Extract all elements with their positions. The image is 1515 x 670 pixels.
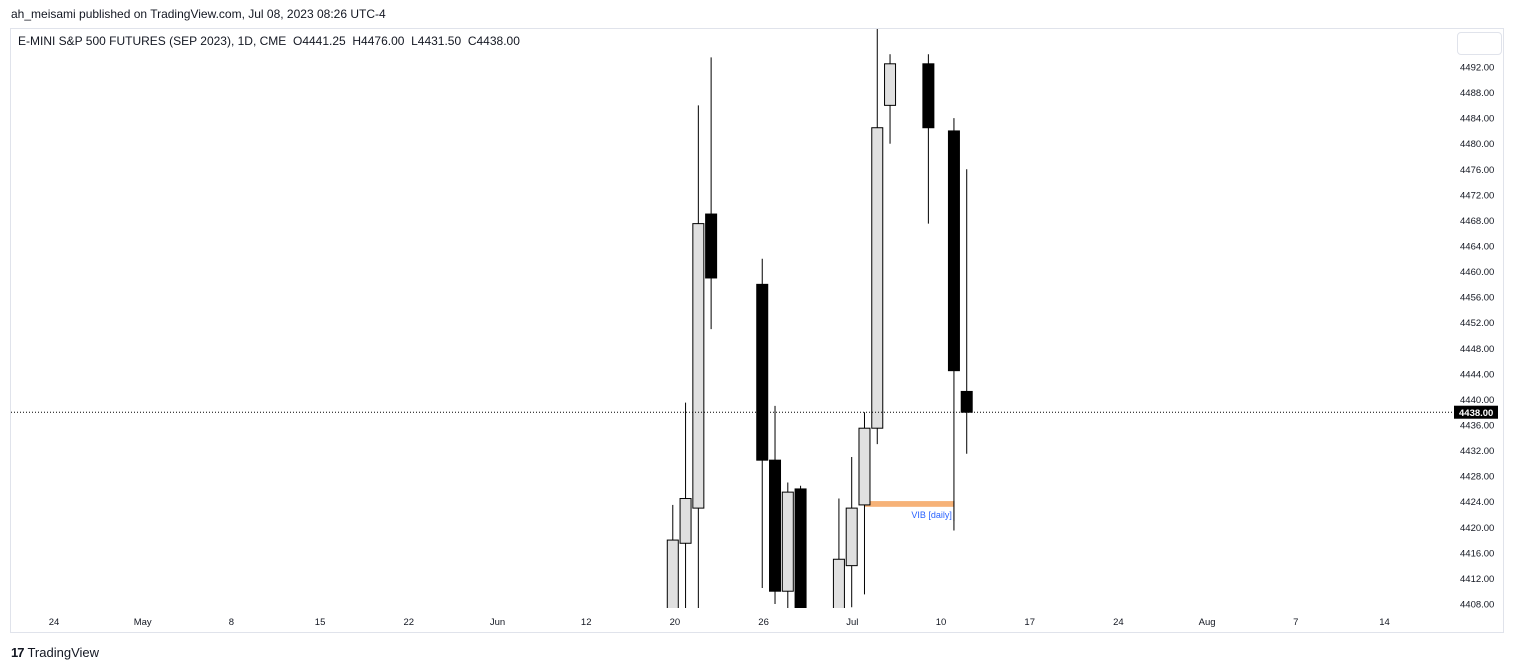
time-tick-label: 10 [936, 617, 947, 628]
last-price-badge [1454, 405, 1498, 419]
time-tick-label: 7 [1293, 617, 1298, 628]
chart-frame [10, 28, 1504, 633]
vib-zone [864, 501, 954, 507]
candle-up [692, 223, 705, 509]
candle-down [960, 390, 973, 413]
price-tick-label: 4472.00 [1460, 190, 1494, 201]
legend-symbol: E-MINI S&P 500 FUTURES (SEP 2023), 1D, C… [18, 34, 287, 48]
legend-open: O4441.25 [292, 34, 346, 48]
time-tick-label: 15 [315, 617, 326, 628]
time-tick-label: 24 [49, 617, 60, 628]
time-tick-label: May [134, 617, 152, 628]
legend-low: L4431.50 [411, 34, 462, 48]
time-tick-label: Aug [1199, 617, 1216, 628]
price-tick-label: 4432.00 [1460, 446, 1494, 457]
brand-name: TradingView [27, 645, 100, 660]
time-tick-label: 26 [758, 617, 769, 628]
time-tick-label: 20 [670, 617, 681, 628]
plot-area: VIB [daily] [11, 29, 1452, 608]
candle-up [884, 63, 897, 106]
candle-up [845, 507, 858, 567]
price-tick-label: 4424.00 [1460, 497, 1494, 508]
candle-down [947, 130, 960, 372]
price-tick-label: 4420.00 [1460, 523, 1494, 534]
candle-up [871, 127, 884, 429]
price-tick-label: 4416.00 [1460, 548, 1494, 559]
candle-down [756, 283, 769, 461]
price-tick-label: 4444.00 [1460, 369, 1494, 380]
price-tick-label: 4412.00 [1460, 574, 1494, 585]
candle-down [769, 459, 782, 592]
candle-down [794, 488, 807, 608]
candle-up [666, 539, 679, 608]
publisher-line: ah_meisami published on TradingView.com,… [11, 7, 386, 21]
price-tick-label: 4436.00 [1460, 421, 1494, 432]
price-tick-label: 4484.00 [1460, 114, 1494, 125]
last-price-label: 4438.00 [1459, 408, 1493, 419]
price-tick-label: 4468.00 [1460, 216, 1494, 227]
price-tick-label: 4464.00 [1460, 242, 1494, 253]
price-tick-label: 4480.00 [1460, 139, 1494, 150]
chart-settings-box[interactable] [1457, 32, 1502, 55]
candle-up [858, 427, 871, 506]
candles-group: VIB [daily] [666, 29, 973, 608]
price-axis[interactable]: 4492.00 4488.00 4484.00 4480.00 4476.00 4472.… [1454, 63, 1498, 611]
time-tick-label: 8 [229, 617, 234, 628]
time-tick-label: Jul [846, 617, 858, 628]
candle-up [781, 491, 794, 592]
candle-down [705, 213, 718, 279]
time-tick-label: 14 [1379, 617, 1390, 628]
time-tick-label: 12 [581, 617, 592, 628]
candle-down [922, 63, 935, 129]
tradingview-logo-icon: 17 [11, 645, 25, 660]
price-tick-label: 4428.00 [1460, 472, 1494, 483]
price-tick-label: 4440.00 [1460, 395, 1494, 406]
time-axis[interactable]: 24 May 8 15 22 Jun 12 20 26 Jul 10 17 24 Aug 7 14 [49, 617, 1390, 628]
chart-legend: E-MINI S&P 500 FUTURES (SEP 2023), 1D, C… [18, 34, 520, 48]
time-tick-label: Jun [490, 617, 505, 628]
vib-zone-label: VIB [daily] [911, 510, 952, 520]
candle-up [679, 498, 692, 544]
time-tick-label: 24 [1113, 617, 1124, 628]
price-tick-label: 4488.00 [1460, 88, 1494, 99]
tradingview-brand[interactable]: 17 TradingView [11, 645, 99, 660]
legend-high: H4476.00 [352, 34, 405, 48]
price-tick-label: 4476.00 [1460, 165, 1494, 176]
time-tick-label: 17 [1024, 617, 1035, 628]
price-tick-label: 4448.00 [1460, 344, 1494, 355]
price-tick-label: 4452.00 [1460, 318, 1494, 329]
time-tick-label: 22 [404, 617, 415, 628]
legend-close: C4438.00 [467, 34, 520, 48]
price-tick-label: 4408.00 [1460, 600, 1494, 611]
candle-up [832, 558, 845, 608]
price-tick-label: 4460.00 [1460, 267, 1494, 278]
price-tick-label: 4492.00 [1460, 63, 1494, 74]
price-tick-label: 4456.00 [1460, 293, 1494, 304]
